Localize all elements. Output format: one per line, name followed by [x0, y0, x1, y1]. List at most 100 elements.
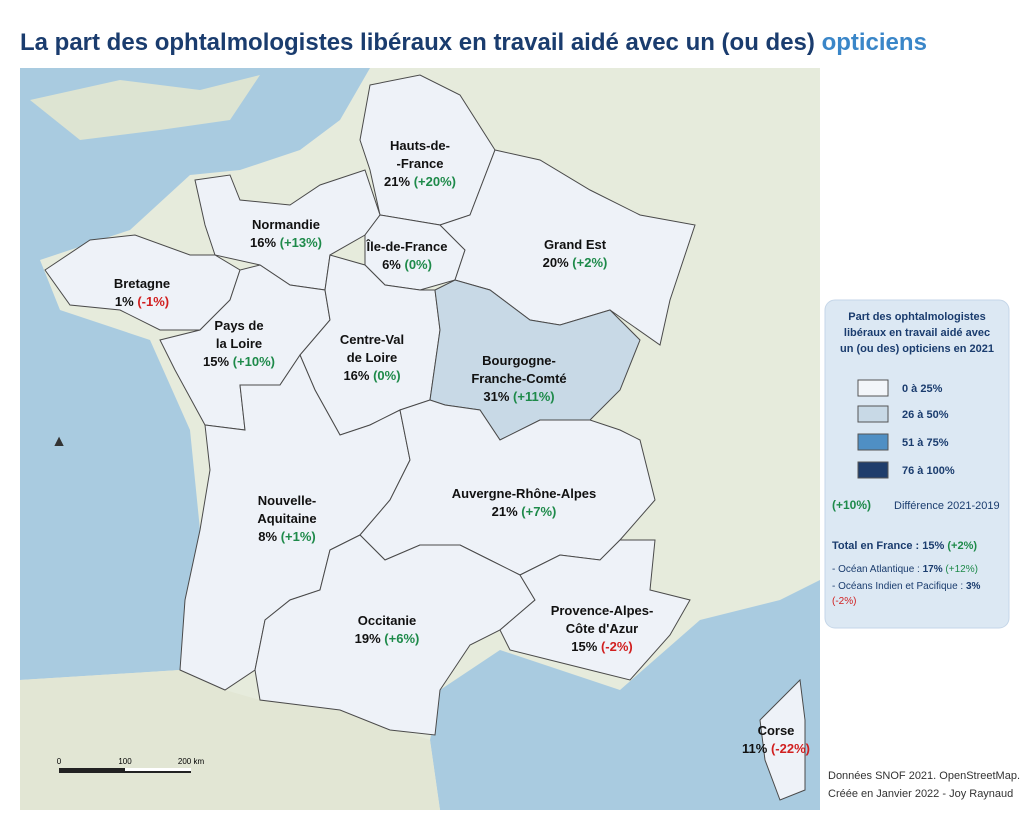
region-value: 21% (+20%) [384, 174, 456, 189]
region-value: 16% (0%) [343, 368, 400, 383]
legend-title: Part des ophtalmologistes [848, 311, 986, 323]
indian-label: - Océans Indien et Pacifique : [832, 581, 963, 592]
region-name: Île-de-France [366, 239, 448, 254]
region-value: 16% (+13%) [250, 235, 322, 250]
region-value: 6% (0%) [382, 257, 432, 272]
region-share: 1% [115, 294, 134, 309]
region-diff: (-1%) [137, 294, 169, 309]
region-share: 21% [492, 504, 518, 519]
title-accent: opticiens [822, 29, 927, 56]
region-name: Pays de [214, 318, 263, 333]
region-name: Centre-Val [340, 332, 404, 347]
region-diff: (+10%) [233, 354, 275, 369]
total-diff: (+2%) [947, 540, 977, 552]
region-diff: (+7%) [521, 504, 556, 519]
region-diff: (+20%) [414, 174, 456, 189]
region-name: la Loire [216, 336, 262, 351]
region-name: Hauts-de- [390, 138, 450, 153]
region-share: 31% [483, 389, 509, 404]
region [499, 539, 691, 681]
region [439, 149, 696, 346]
total: Total en France : 15% (+2%) [832, 540, 977, 552]
atlantic-diff: (+12%) [945, 564, 978, 575]
region-diff: (+11%) [513, 389, 555, 404]
region-value: 21% (+7%) [492, 504, 557, 519]
legend-label: 26 à 50% [902, 409, 949, 421]
region-diff: (+1%) [281, 529, 316, 544]
labels: Hauts-de- -France 21% (+20%) Normandie 16% (… [114, 138, 810, 756]
region-value: 11% (-22%) [742, 741, 810, 756]
region-name: Nouvelle- [258, 493, 317, 508]
region-share: 8% [258, 529, 277, 544]
source: Données SNOF 2021. OpenStreetMap. [828, 770, 1020, 782]
legend-title: libéraux en travail aidé avec [844, 327, 990, 339]
atlantic: - Océan Atlantique : 17% (+12%) [832, 564, 978, 575]
scale-label: 0 [57, 757, 62, 766]
region-name: Grand Est [544, 237, 607, 252]
region-share: 16% [250, 235, 276, 250]
total-value: 15% [922, 540, 944, 552]
legend-swatch [857, 379, 889, 397]
total-label: Total en France : [832, 540, 919, 552]
region-name: Occitanie [358, 613, 417, 628]
title-main: La part des ophtalmologistes libéraux en… [20, 29, 815, 56]
region-diff: (0%) [373, 368, 400, 383]
region-share: 21% [384, 174, 410, 189]
region-share: 15% [203, 354, 229, 369]
indian-value: 3% [966, 581, 981, 592]
region-diff: (+6%) [384, 631, 419, 646]
region-diff: (-2%) [601, 639, 633, 654]
region [759, 678, 806, 801]
region-diff: (+2%) [572, 255, 607, 270]
region-name: Bretagne [114, 276, 170, 291]
legend-diff-label: Différence 2021-2019 [894, 500, 1000, 512]
region-name: Aquitaine [257, 511, 316, 526]
indian-diff: (-2%) [832, 596, 856, 607]
scale-bar: 0 100 200 km [57, 757, 205, 773]
regions [44, 74, 806, 801]
legend-title: un (ou des) opticiens en 2021 [840, 343, 994, 355]
title: La part des ophtalmologistes libéraux en… [20, 29, 927, 56]
scale-label: 200 km [178, 757, 205, 766]
region-value: 31% (+11%) [483, 389, 554, 404]
atlantic-label: - Océan Atlantique : [832, 564, 920, 575]
region-name: Corse [758, 723, 795, 738]
region-value: 15% (+10%) [203, 354, 275, 369]
source: Créée en Janvier 2022 - Joy Raynaud [828, 788, 1013, 800]
legend-swatch [857, 461, 889, 479]
legend: Part des ophtalmologistes libéraux en tr… [824, 299, 1010, 629]
region-value: 8% (+1%) [258, 529, 315, 544]
region-name: Auvergne-Rhône-Alpes [452, 486, 596, 501]
region-diff: (-22%) [771, 741, 810, 756]
region-name: Normandie [252, 217, 320, 232]
legend-swatch [857, 433, 889, 451]
legend-label: 0 à 25% [902, 383, 943, 395]
region-name: Franche-Comté [471, 371, 566, 386]
indian: - Océans Indien et Pacifique : 3% [832, 581, 981, 592]
legend-swatch [857, 405, 889, 423]
region-name: -France [397, 156, 444, 171]
region-share: 16% [343, 368, 369, 383]
region-name: de Loire [347, 350, 398, 365]
region-value: 1% (-1%) [115, 294, 169, 309]
legend-label: 76 à 100% [902, 465, 955, 477]
region-share: 11% [742, 741, 768, 756]
atlantic-value: 17% [923, 564, 943, 575]
scale-label: 100 [118, 757, 132, 766]
region-name: Côte d'Azur [566, 621, 638, 636]
region-name: Provence-Alpes- [551, 603, 654, 618]
region-share: 15% [571, 639, 597, 654]
region-share: 6% [382, 257, 401, 272]
north-arrow: ▲ [51, 433, 67, 450]
region-share: 19% [355, 631, 381, 646]
region-share: 20% [543, 255, 569, 270]
region-value: 20% (+2%) [543, 255, 608, 270]
region-diff: (+13%) [280, 235, 322, 250]
legend-label: 51 à 75% [902, 437, 949, 449]
region-diff: (0%) [404, 257, 431, 272]
region-name: Bourgogne- [482, 353, 556, 368]
region-value: 15% (-2%) [571, 639, 632, 654]
region-value: 19% (+6%) [355, 631, 420, 646]
